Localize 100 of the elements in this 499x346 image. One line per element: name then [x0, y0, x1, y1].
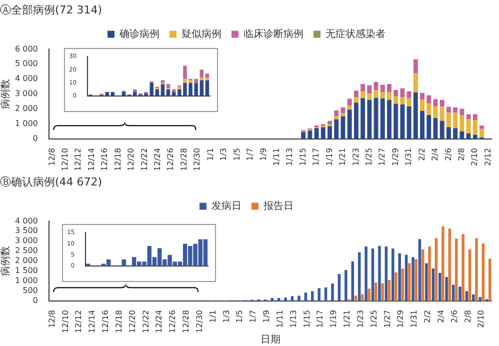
bar — [205, 78, 210, 80]
x-tick-label: 12/30 — [194, 310, 204, 334]
x-tick-label: 12/18 — [113, 148, 122, 172]
x-tick-label: 12/26 — [168, 310, 178, 334]
bar — [480, 128, 484, 138]
x-tick-label: 12/26 — [166, 148, 176, 172]
bar — [367, 85, 372, 94]
bar — [413, 73, 418, 92]
x-tick-label: 1/19 — [329, 310, 338, 328]
bar — [122, 92, 126, 96]
bar — [406, 106, 412, 139]
x-tick-label: 1/9 — [258, 148, 268, 161]
bar — [360, 92, 366, 98]
bar — [160, 84, 165, 96]
bar — [387, 100, 392, 139]
bar — [433, 99, 438, 106]
bar — [442, 226, 444, 301]
x-tick-label: 2/10 — [470, 148, 480, 166]
bar — [334, 119, 339, 139]
x-tick-label: 1/27 — [378, 148, 387, 166]
bar — [354, 90, 358, 98]
bar — [466, 119, 471, 134]
bar — [172, 89, 176, 92]
bar — [387, 92, 392, 100]
x-tick-label: 1/23 — [351, 148, 360, 166]
y-tick-label: 0 — [32, 296, 38, 306]
x-tick-label: 2/2 — [423, 310, 432, 323]
bar — [413, 92, 418, 139]
bar — [472, 134, 478, 139]
y-tick-label: 1 500 — [14, 266, 38, 276]
bar — [367, 94, 372, 100]
bar — [133, 89, 137, 92]
bar — [478, 296, 482, 301]
x-tick-label: 12/8 — [47, 148, 56, 166]
x-tick-label: 2/2 — [417, 148, 426, 161]
bar — [334, 116, 339, 120]
bar — [340, 113, 346, 116]
x-tick-label: 2/6 — [444, 148, 453, 161]
bar — [277, 298, 280, 301]
x-tick-label: 12/14 — [88, 310, 97, 334]
bar — [420, 92, 425, 100]
bar — [347, 98, 352, 106]
bar — [466, 114, 471, 120]
bar — [426, 103, 432, 116]
bar — [334, 110, 339, 116]
bar — [360, 98, 366, 139]
x-tick-label: 1/5 — [235, 310, 244, 323]
bar — [433, 118, 438, 139]
bar — [371, 248, 374, 301]
x-tick-label: 1/1 — [208, 310, 218, 323]
bar — [454, 238, 458, 301]
x-tick-label: 2/4 — [430, 148, 440, 161]
bar — [472, 114, 478, 120]
bar — [200, 78, 204, 80]
x-tick-label: 1/13 — [285, 148, 294, 166]
y-tick-label: 6 000 — [14, 44, 38, 54]
x-tick-label: 2/10 — [476, 310, 486, 328]
bar — [426, 95, 432, 104]
bar — [290, 296, 294, 301]
x-tick-label: 12/24 — [154, 310, 164, 334]
x-tick-label: 12/14 — [86, 148, 96, 172]
bar — [378, 246, 381, 301]
bar — [155, 89, 160, 96]
bar — [166, 84, 170, 88]
bar — [404, 254, 408, 301]
bar — [428, 246, 431, 301]
y-tick-label: 2 000 — [14, 256, 38, 266]
bar — [412, 257, 414, 301]
bar — [328, 126, 332, 139]
bar — [318, 288, 320, 301]
chart-title: Ⓐ全部病例(72 314) — [0, 3, 102, 16]
bar — [460, 131, 464, 139]
x-tick-label: 2/8 — [457, 148, 466, 161]
y-tick-label: 0 — [32, 134, 38, 144]
bar — [387, 84, 392, 92]
bar — [453, 107, 458, 113]
x-tick-label: 12/22 — [141, 310, 150, 334]
y-tick-label: 1 000 — [14, 119, 38, 128]
bar — [374, 90, 378, 98]
bar — [354, 296, 358, 301]
bar — [394, 272, 398, 301]
bar — [448, 228, 452, 301]
y-tick-label: 500 — [22, 286, 38, 296]
y-axis-title: 病例数 — [0, 246, 12, 276]
bar — [351, 261, 354, 301]
bar — [354, 97, 358, 103]
bar — [394, 96, 398, 104]
x-tick-label: 12/12 — [74, 148, 83, 172]
x-tick-label: 1/17 — [312, 148, 321, 166]
bar — [440, 120, 444, 139]
bar — [413, 59, 418, 74]
x-tick-label: 1/15 — [298, 148, 308, 166]
x-tick-label: 1/11 — [275, 310, 284, 328]
x-tick-label: 1/1 — [206, 148, 215, 161]
x-tick-label: 12/22 — [140, 148, 149, 172]
x-tick-label: 1/3 — [219, 148, 228, 161]
bar — [200, 70, 204, 78]
x-tick-label: 1/27 — [382, 310, 392, 328]
bar — [472, 120, 478, 135]
bar — [328, 120, 332, 124]
